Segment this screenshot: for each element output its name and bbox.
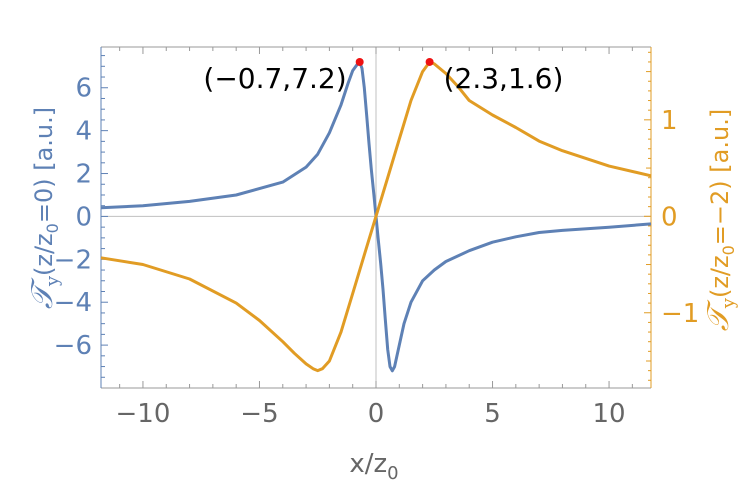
y-left-title-sub: y (42, 275, 63, 287)
x-tick-label: 0 (368, 399, 385, 429)
y-left-tick-label: −6 (54, 331, 92, 361)
x-axis-title-sub: 0 (387, 463, 398, 484)
y-left-axis-ticks: −6 −4 −2 0 2 4 6 (54, 55, 108, 378)
y-right-tick-label: −1 (661, 299, 699, 329)
peak-annotation: (−0.7,7.2) (203, 62, 346, 95)
annotations-group: (−0.7,7.2) (2.3,1.6) (203, 62, 563, 95)
x-axis-title-main: x/z (349, 449, 387, 479)
peak-marker (355, 58, 364, 67)
y-right-title-mid: (z/z (706, 255, 734, 298)
y-right-tick-label: 1 (661, 106, 678, 136)
y-left-tick-label: 4 (75, 117, 92, 147)
y-right-axis-title: 𝒯y(z/z0=−2) [a.u.] (701, 109, 739, 331)
x-axis-ticks: −10 −5 0 5 10 (116, 47, 633, 429)
y-left-axis-title: 𝒯y(z/z0=0) [a.u.] (25, 107, 63, 309)
y-left-tick-label: 0 (75, 202, 92, 232)
series-group (100, 60, 652, 373)
series-line-left (100, 60, 652, 373)
y-left-title-sub2: 0 (43, 223, 62, 233)
y-left-title-mid: (z/z (30, 233, 58, 276)
x-axis-title: x/z0 (349, 449, 398, 484)
x-tick-label: −10 (116, 399, 171, 429)
peak-marker (425, 57, 434, 66)
y-left-tick-label: −2 (54, 245, 92, 275)
y-left-title-tail: =0) [a.u.] (30, 107, 58, 223)
y-left-tick-label: 2 (75, 160, 92, 190)
x-tick-label: −5 (240, 399, 278, 429)
x-tick-label: 5 (484, 399, 501, 429)
y-left-tick-label: −4 (54, 288, 92, 318)
y-right-title-sub2: 0 (719, 245, 738, 255)
markers-group (355, 57, 434, 67)
y-right-title-tail: =−2) [a.u.] (706, 109, 734, 245)
series-line-right (100, 60, 652, 373)
x-tick-label: 10 (593, 399, 626, 429)
y-right-title-sub: y (718, 297, 739, 309)
y-left-tick-label: 6 (75, 74, 92, 104)
y-right-axis-ticks: −1 0 1 (644, 51, 699, 381)
y-right-tick-label: 0 (661, 202, 678, 232)
peak-annotation: (2.3,1.6) (444, 62, 564, 95)
